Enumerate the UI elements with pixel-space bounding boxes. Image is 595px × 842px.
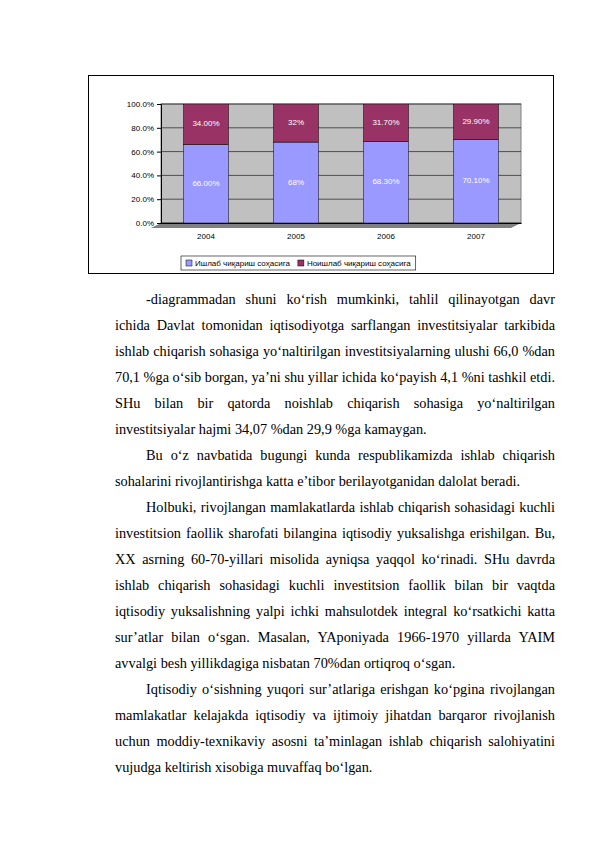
bar-segment [454,140,499,223]
y-tick-mark [157,175,161,176]
bars [184,104,499,223]
x-tick: 2004 [197,223,215,241]
legend-label: Ноишлаб чиқариш соҳасига [307,259,411,268]
y-tick: 0.0% [136,219,161,228]
x-axis-line [162,223,522,224]
legend-label: Ишлаб чиқариш соҳасига [195,259,290,268]
y-tick: 20.0% [131,195,161,204]
y-tick-mark [157,223,161,224]
paragraph: -diagrammadan shuni ko‘rish mumkinki, ta… [115,286,555,442]
plot-floor [151,223,521,228]
y-tick: 100.0% [127,100,161,109]
legend-swatch [298,260,304,266]
legend: Ишлаб чиқариш соҳасига Ноишлаб чиқариш со… [181,256,416,270]
y-tick: 60.0% [131,148,161,157]
bar-segment [184,144,229,223]
y-tick-label: 60.0% [131,148,154,157]
x-tick-label: 2005 [287,232,305,241]
bar-segment [274,142,319,223]
y-axis-line [157,105,162,224]
data-labels: 66.00% 68% 68.30% 70.10% 34.00% 32% 31.70% 29.9… [192,117,489,188]
legend-item: Ноишлаб чиқариш соҳасига [298,259,411,268]
data-label: 68.30% [372,177,399,186]
bar-segment [454,104,499,140]
paragraph: Bu o‘z navbatida bugungi kunda respublik… [115,442,555,494]
y-tick-label: 100.0% [127,100,154,109]
x-tick: 2006 [377,223,395,241]
data-label: 31.70% [372,118,399,127]
x-tick: 2007 [467,223,485,241]
y-tick-label: 20.0% [131,195,154,204]
x-axis: 2004 2005 2006 2007 [162,223,522,241]
y-tick-mark [157,104,161,105]
y-tick: 80.0% [131,124,161,133]
data-label: 70.10% [462,176,489,185]
bar-segment [364,142,409,223]
legend-box [181,256,416,270]
data-label: 29.90% [462,117,489,126]
y-axis: 0.0% 20.0% 40.0% 60.0% 80.0% 100.0% [127,100,162,228]
paragraph: Holbuki, rivojlangan mamlakatlarda ishla… [115,494,555,676]
bar-segment [364,104,409,142]
legend-item: Ишлаб чиқариш соҳасига [186,259,290,268]
data-label: 32% [288,118,304,127]
grid [161,104,521,223]
y-tick-label: 40.0% [131,171,154,180]
y-tick: 40.0% [131,171,161,180]
data-label: 68% [288,178,304,187]
y-tick-label: 0.0% [136,219,154,228]
data-label: 34.00% [192,119,219,128]
x-tick-label: 2006 [377,232,395,241]
x-tick-label: 2004 [197,232,215,241]
chart: 0.0%20.0%40.0%60.0%80.0%100.0%2004200520… [89,76,553,273]
data-label: 66.00% [192,179,219,188]
legend-swatch [186,260,192,266]
y-tick-mark [157,199,161,200]
chart-frame: 0.0%20.0%40.0%60.0%80.0%100.0%2004200520… [88,75,554,274]
plot-area [161,104,521,223]
y-tick-label: 80.0% [131,124,154,133]
x-tick: 2005 [287,223,305,241]
paragraph: Iqtisodiy o‘sishning yuqori sur’atlariga… [115,676,555,780]
bar-segment [274,104,319,142]
bar-segment [184,104,229,144]
x-tick-label: 2007 [467,232,485,241]
document-body: -diagrammadan shuni ko‘rish mumkinki, ta… [115,286,555,780]
y-tick-mark [157,152,161,153]
y-tick-mark [157,128,161,129]
